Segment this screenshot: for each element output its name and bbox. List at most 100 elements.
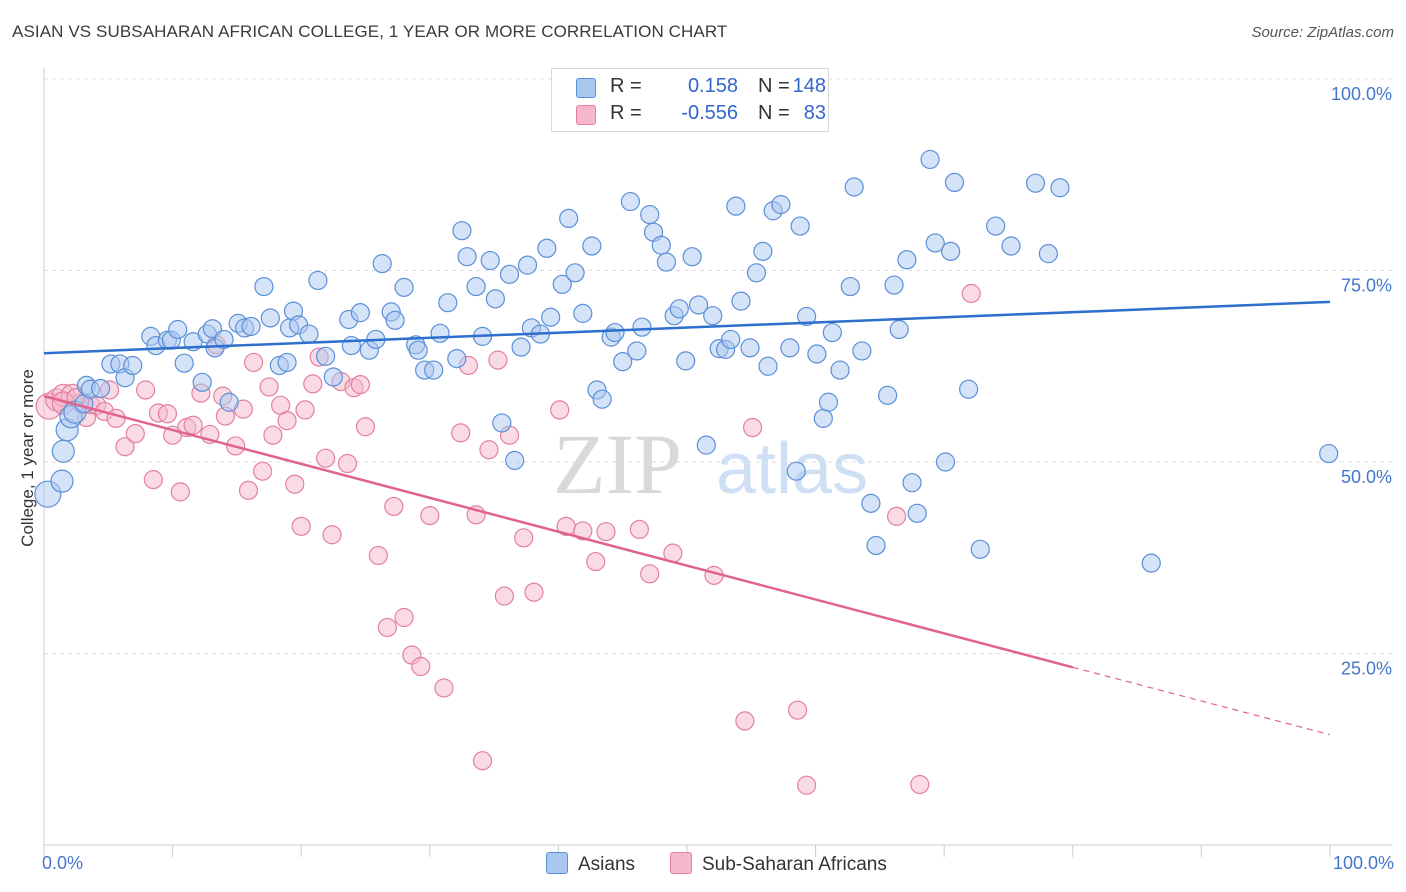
asian-point-53 <box>424 360 444 380</box>
african-point-14 <box>143 470 163 490</box>
african-point-80 <box>961 283 981 304</box>
asian-point-115 <box>830 360 850 380</box>
africans-r-label: R = <box>610 102 642 124</box>
asian-point-99 <box>726 196 746 216</box>
asian-point-91 <box>676 351 696 371</box>
asian-point-67 <box>517 255 538 275</box>
african-point-49 <box>384 496 404 517</box>
african-point-30 <box>253 461 273 481</box>
asian-point-94 <box>696 435 716 455</box>
african-point-65 <box>550 400 570 420</box>
african-point-31 <box>259 377 279 397</box>
asian-point-129 <box>935 452 956 472</box>
asian-point-43 <box>350 303 370 323</box>
asians-swatch <box>576 78 596 98</box>
asian-point-109 <box>790 216 810 236</box>
african-point-18 <box>170 482 190 502</box>
african-point-10 <box>106 408 126 428</box>
asian-point-39 <box>316 346 336 366</box>
asian-point-71 <box>541 307 561 327</box>
asian-point-73 <box>559 208 579 229</box>
asian-point-104 <box>758 356 778 376</box>
african-trend-extension <box>1072 666 1331 736</box>
african-point-54 <box>434 678 454 698</box>
asian-point-134 <box>986 216 1006 236</box>
asian-point-80 <box>605 322 625 343</box>
asian-point-133 <box>970 539 990 559</box>
asian-point-106 <box>771 195 791 215</box>
asian-point-114 <box>822 322 842 343</box>
african-point-76 <box>787 700 808 720</box>
asian-point-140 <box>1319 443 1339 464</box>
asian-point-108 <box>786 461 806 481</box>
african-point-47 <box>368 545 388 566</box>
african-point-71 <box>640 564 660 584</box>
asian-point-113 <box>818 392 839 412</box>
african-point-48 <box>377 617 397 638</box>
stats-legend: R = 0.158 N = 148 R = -0.556 N = 83 <box>551 68 829 132</box>
asian-point-118 <box>852 341 872 361</box>
asian-point-127 <box>920 149 940 170</box>
asian-point-40 <box>323 367 343 387</box>
asian-point-93 <box>688 295 709 315</box>
african-point-41 <box>322 525 342 545</box>
asian-point-128 <box>925 233 945 253</box>
asian-point-46 <box>372 254 392 274</box>
asian-point-131 <box>944 172 965 193</box>
asian-point-122 <box>884 275 904 295</box>
asian-point-136 <box>1025 173 1046 193</box>
asian-point-29 <box>241 316 261 337</box>
african-point-46 <box>355 417 376 437</box>
asian-point-13 <box>123 355 143 376</box>
african-point-28 <box>238 480 259 500</box>
african-point-34 <box>277 411 297 431</box>
asians-n-value: 148 <box>792 75 826 97</box>
asian-point-139 <box>1141 553 1161 573</box>
asian-point-95 <box>703 306 723 326</box>
asian-point-18 <box>168 319 188 340</box>
africans-legend-label: Sub-Saharan Africans <box>702 854 887 875</box>
asian-point-33 <box>277 352 297 373</box>
y-tick-labels: 25.0% 50.0% 75.0% 100.0% <box>1331 84 1392 679</box>
africans-n-value: 83 <box>803 102 826 124</box>
asian-point-9 <box>90 378 111 399</box>
asian-point-116 <box>840 276 860 297</box>
african-point-29 <box>244 352 264 373</box>
bottom-legend-africans[interactable]: Sub-Saharan Africans <box>670 852 887 876</box>
asian-point-112 <box>813 408 833 428</box>
african-point-74 <box>735 711 755 731</box>
asian-point-58 <box>457 247 477 267</box>
asian-point-19 <box>174 353 194 373</box>
asian-point-2 <box>51 439 75 463</box>
y-tick-label-2: 75.0% <box>1341 276 1392 296</box>
asian-point-48 <box>385 310 405 330</box>
asian-point-30 <box>254 276 274 297</box>
x-tick-labels: 0.0% 100.0% <box>42 853 1394 873</box>
trend-lines <box>43 300 1331 736</box>
african-trend-line <box>43 394 1074 669</box>
asian-point-138 <box>1050 178 1070 198</box>
african-point-12 <box>125 424 145 444</box>
african-point-52 <box>411 656 431 677</box>
asian-point-66 <box>511 337 531 357</box>
african-point-20 <box>183 415 203 435</box>
african-point-36 <box>291 516 311 536</box>
watermark-zip: ZIP <box>553 416 682 512</box>
african-point-68 <box>586 551 606 572</box>
african-point-55 <box>451 423 471 443</box>
african-point-64 <box>524 582 544 602</box>
x-tick-label-1: 100.0% <box>1333 853 1394 873</box>
asian-point-117 <box>844 177 864 197</box>
african-point-11 <box>115 437 135 457</box>
asian-point-125 <box>902 473 922 493</box>
asian-point-57 <box>452 221 472 241</box>
asian-point-78 <box>592 389 612 409</box>
african-point-79 <box>910 774 930 795</box>
source-label: Source: ZipAtlas.com <box>1251 24 1394 41</box>
african-point-35 <box>285 474 305 494</box>
african-point-38 <box>303 374 323 394</box>
african-point-60 <box>488 350 508 370</box>
bottom-legend-asians[interactable]: Asians <box>546 852 635 876</box>
asian-point-82 <box>620 191 641 212</box>
asian-point-31 <box>260 308 280 328</box>
